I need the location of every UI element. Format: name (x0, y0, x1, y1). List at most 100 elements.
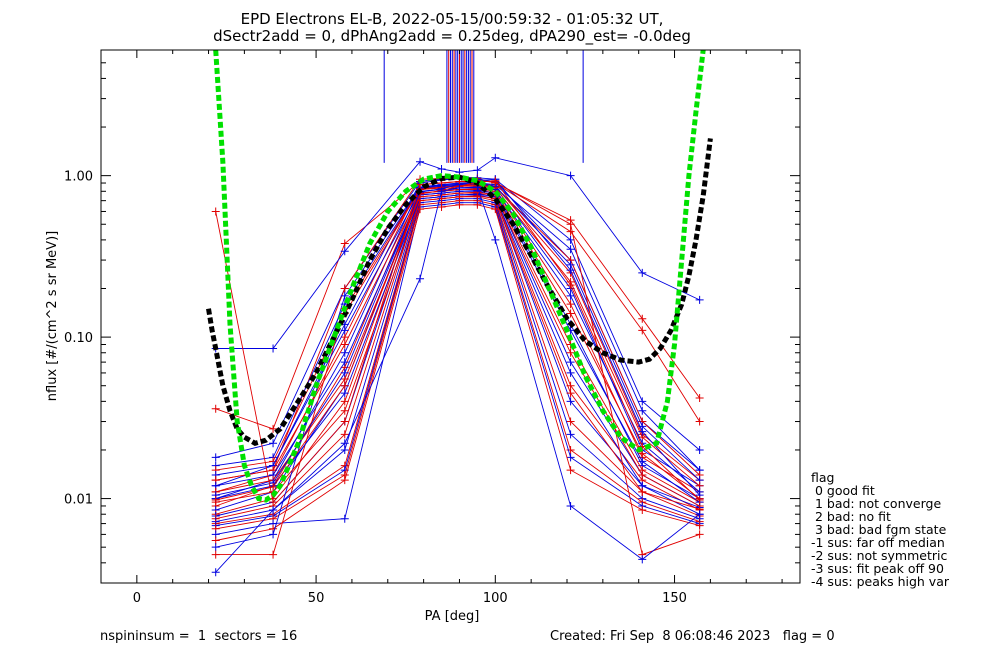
data-point-marker (437, 187, 446, 196)
data-point-marker (211, 404, 220, 413)
data-point-marker (269, 530, 278, 539)
data-point-marker (340, 239, 349, 248)
data-point-marker (695, 521, 704, 530)
data-point-marker (638, 326, 647, 335)
data-point-marker (695, 393, 704, 402)
data-point-marker (269, 424, 278, 433)
data-point-marker (455, 200, 464, 209)
data-point-marker (638, 487, 647, 496)
data-point-marker (566, 220, 575, 229)
data-point-marker (269, 505, 278, 514)
legend-item: -4 sus: peaks high var (811, 574, 950, 589)
x-axis: 0 50 100 150 (100, 50, 783, 606)
green-fit-curve (213, 50, 706, 503)
data-point-marker (491, 178, 500, 187)
data-point-marker (340, 439, 349, 448)
legend-title: flag (811, 470, 834, 485)
data-point-marker (340, 247, 349, 256)
data-point-marker (340, 348, 349, 357)
data-point-marker (211, 495, 220, 504)
data-point-marker (695, 445, 704, 454)
data-point-marker (211, 543, 220, 552)
data-point-marker (416, 157, 425, 166)
y-tick-label: 0.01 (64, 493, 93, 508)
data-point-marker (638, 268, 647, 277)
legend-item: 0 good fit (811, 483, 875, 498)
data-point-marker (269, 439, 278, 448)
data-point-marker (340, 284, 349, 293)
data-point-marker (211, 550, 220, 559)
x-tick-label: 50 (308, 591, 325, 606)
data-point-marker (638, 555, 647, 564)
data-point-marker (638, 397, 647, 406)
data-point-marker (491, 205, 500, 214)
footer-left: nspininsum = 1 sectors = 16 (100, 629, 297, 644)
data-point-marker (455, 192, 464, 201)
x-tick-label: 150 (662, 591, 687, 606)
y-tick-label: 0.10 (64, 331, 93, 346)
data-point-marker (566, 368, 575, 377)
legend-item: 1 bad: not converge (811, 496, 941, 511)
data-point-marker (638, 505, 647, 514)
data-point-marker (416, 274, 425, 283)
data-point-marker (566, 291, 575, 300)
data-point-marker (211, 207, 220, 216)
data-point-marker (638, 457, 647, 466)
data-point-marker (269, 498, 278, 507)
y-axis-label: nflux [#/(cm^2 s sr MeV)] (45, 231, 60, 401)
chart-title-line2: dSectr2add = 0, dPhAng2add = 0.25deg, dP… (213, 27, 691, 46)
data-point-marker (473, 166, 482, 175)
data-point-marker (340, 514, 349, 523)
footer-right: Created: Fri Sep 8 06:08:46 2023 flag = … (550, 629, 835, 644)
data-point-marker (340, 368, 349, 377)
data-point-marker (638, 406, 647, 415)
data-point-marker (566, 466, 575, 475)
data-point-marker (340, 417, 349, 426)
data-point-marker (566, 309, 575, 318)
data-point-marker (340, 397, 349, 406)
data-point-marker (437, 202, 446, 211)
data-point-marker (437, 164, 446, 173)
data-point-marker (566, 417, 575, 426)
data-point-marker (340, 406, 349, 415)
data-point-marker (491, 153, 500, 162)
data-point-marker (437, 194, 446, 203)
data-point-marker (340, 291, 349, 300)
data-point-marker (491, 235, 500, 244)
data-point-marker (695, 295, 704, 304)
x-axis-label: PA [deg] (425, 609, 480, 624)
data-point-marker (695, 530, 704, 539)
y-tick-label: 1.00 (64, 170, 93, 185)
data-point-marker (638, 427, 647, 436)
legend-item: -1 sus: far off median (811, 535, 945, 550)
data-point-marker (566, 358, 575, 367)
data-layer (206, 50, 713, 577)
legend: flag 0 good fit 1 bad: not converge 2 ba… (811, 470, 950, 589)
data-point-marker (695, 417, 704, 426)
data-point-marker (695, 510, 704, 519)
data-point-marker (340, 430, 349, 439)
data-point-marker (566, 389, 575, 398)
legend-item: -3 sus: fit peak off 90 (811, 561, 944, 576)
data-point-marker (473, 200, 482, 209)
data-point-marker (211, 568, 220, 577)
data-point-marker (566, 501, 575, 510)
data-point-marker (211, 536, 220, 545)
data-point-marker (638, 314, 647, 323)
data-point-marker (566, 453, 575, 462)
data-point-marker (638, 470, 647, 479)
chart-title-line1: EPD Electrons EL-B, 2022-05-15/00:59:32 … (241, 10, 664, 28)
data-point-marker (340, 381, 349, 390)
y-axis: 0.01 0.10 1.00 (64, 49, 800, 584)
data-point-marker (340, 358, 349, 367)
data-point-marker (566, 171, 575, 180)
legend-item: 3 bad: bad fgm state (811, 522, 947, 537)
data-point-marker (566, 430, 575, 439)
data-point-marker (269, 344, 278, 353)
plot-frame (100, 49, 801, 584)
x-tick-label: 0 (133, 591, 141, 606)
legend-item: 2 bad: no fit (811, 509, 891, 524)
data-point-marker (566, 397, 575, 406)
data-point-marker (269, 550, 278, 559)
